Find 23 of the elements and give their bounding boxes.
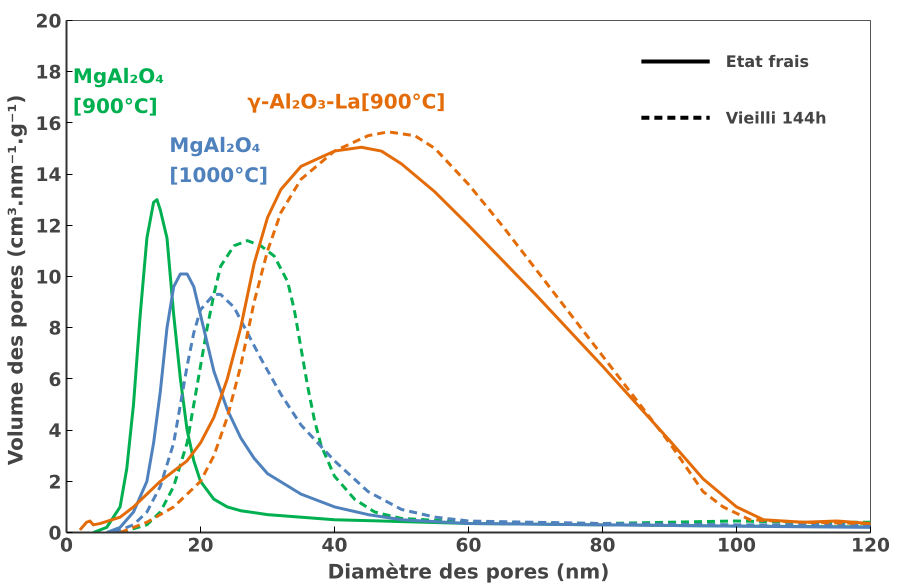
x-tick-label: 120 [851,536,890,556]
y-tick-label: 10 [36,268,62,288]
annotation: MgAl₂O₄ [900°C] [72,64,164,118]
y-tick-label: 20 [36,12,62,32]
y-tick-label: 12 [36,216,62,238]
y-tick-label: 18 [36,62,62,84]
annotation: Etat frais [726,52,810,71]
x-axis-title: Diamètre des pores (nm) [328,560,610,584]
annotation: Vieilli 144h [726,108,827,128]
y-tick-label: 8 [48,318,62,340]
annotation: γ-Al₂O₃-La[900°C] [247,90,446,114]
x-tick-label: 100 [717,536,756,556]
x-tick-label: 80 [590,536,616,556]
x-tick-label: 40 [322,536,348,556]
y-tick-label: 16 [36,114,62,135]
x-tick-label: 60 [456,536,482,556]
y-tick-label: 4 [48,421,62,442]
annotation: MgAl₂O₄ [1000°C] [169,133,268,188]
y-tick-label: 6 [48,370,62,391]
y-tick-label: 14 [36,165,62,186]
x-tick-label: 20 [188,536,214,556]
y-axis-title: Volume des pores (cm³.nm⁻¹.g⁻¹) [4,94,28,466]
y-tick-label: 2 [48,472,62,494]
